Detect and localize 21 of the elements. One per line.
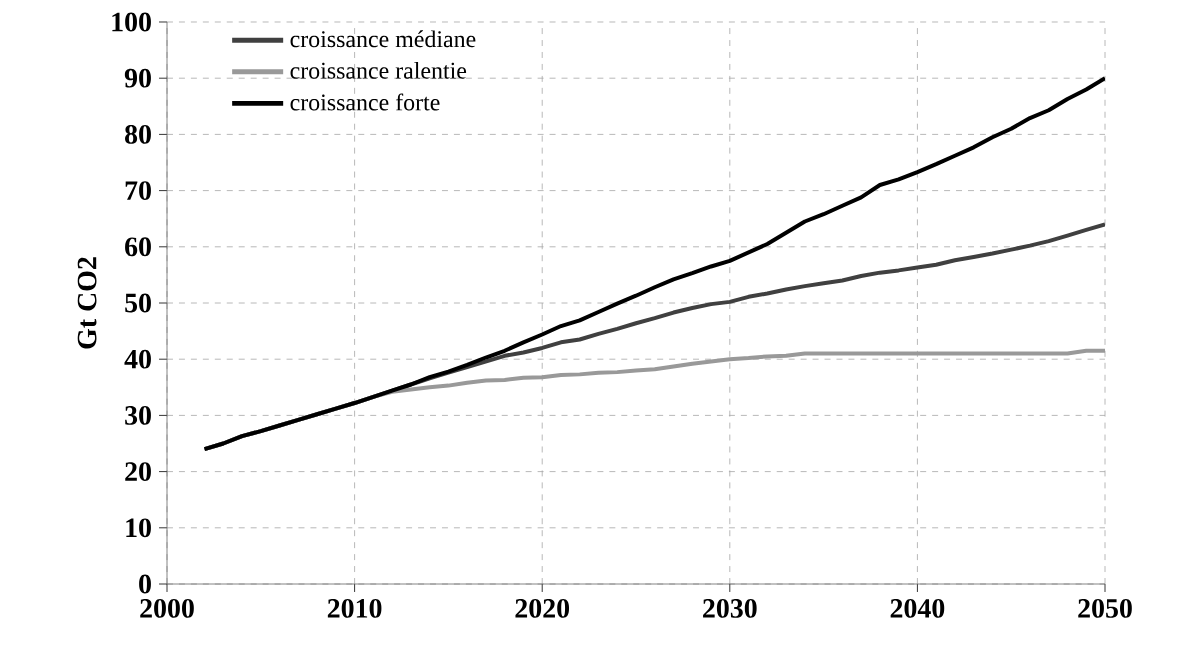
- y-tick-label: 90: [124, 68, 151, 88]
- y-tick-label: 20: [125, 462, 151, 482]
- legend-label: croissance ralentie: [290, 61, 467, 79]
- y-tick-label: 30: [125, 405, 151, 425]
- x-tick-label: 2020: [515, 599, 570, 618]
- y-tick-label: 10: [126, 518, 151, 538]
- x-tick-label: 2030: [703, 599, 757, 618]
- y-tick-label: 60: [125, 237, 151, 257]
- x-tick-label: 2050: [1078, 599, 1132, 618]
- y-axis-title: Gt CO2: [77, 257, 97, 349]
- legend-label: croissance forte: [290, 93, 440, 111]
- x-tick-label: 2040: [890, 599, 945, 618]
- x-tick-label: 2000: [140, 599, 194, 618]
- y-tick-label: 100: [112, 12, 151, 32]
- y-tick-label: 0: [139, 574, 151, 594]
- y-tick-label: 50: [125, 293, 151, 313]
- legend-label: croissance médiane: [290, 30, 476, 48]
- y-tick-label: 40: [124, 349, 151, 369]
- y-tick-label: 70: [125, 181, 151, 201]
- x-tick-label: 2010: [327, 599, 382, 618]
- y-tick-label: 80: [125, 124, 151, 144]
